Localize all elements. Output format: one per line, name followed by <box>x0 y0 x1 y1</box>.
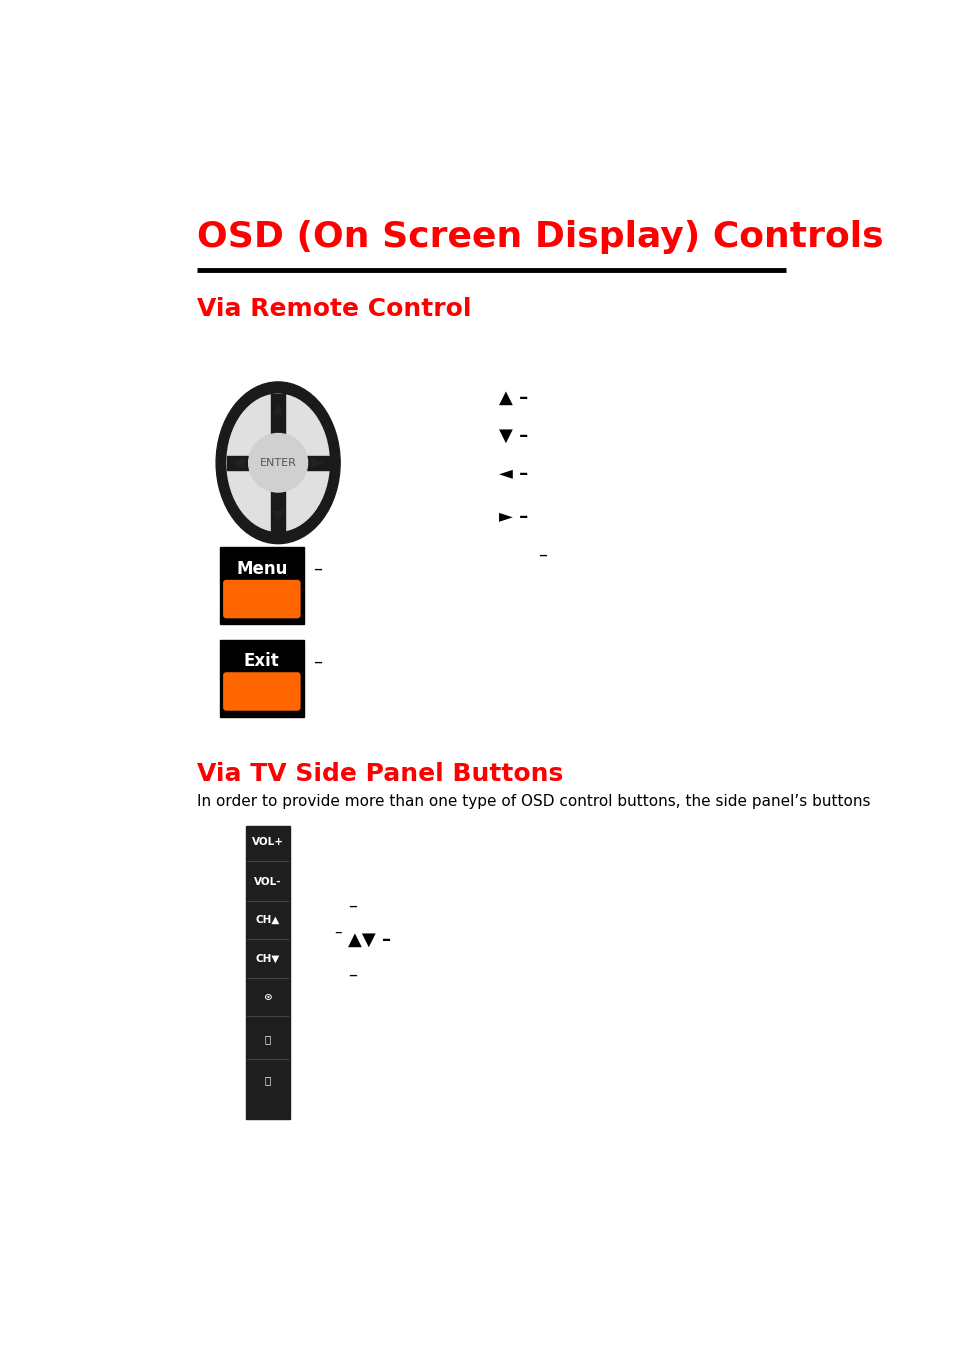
Text: –: – <box>313 561 322 578</box>
Text: ▲ –: ▲ – <box>498 389 528 406</box>
Text: OSD (On Screen Display) Controls: OSD (On Screen Display) Controls <box>196 221 882 255</box>
Text: –: – <box>348 965 356 984</box>
Text: –: – <box>537 546 546 565</box>
FancyBboxPatch shape <box>223 580 300 619</box>
Text: Menu: Menu <box>236 561 287 578</box>
Text: In order to provide more than one type of OSD control buttons, the side panel’s : In order to provide more than one type o… <box>196 793 869 808</box>
Text: –: – <box>348 896 356 914</box>
Polygon shape <box>233 458 244 467</box>
Text: Exit: Exit <box>244 653 279 670</box>
Polygon shape <box>312 458 322 467</box>
FancyBboxPatch shape <box>245 826 290 1118</box>
Text: Via Remote Control: Via Remote Control <box>196 298 471 321</box>
Polygon shape <box>273 510 283 521</box>
Text: ▲▼ –: ▲▼ – <box>348 932 391 949</box>
Text: –: – <box>335 925 342 940</box>
Text: VOL+: VOL+ <box>252 837 283 846</box>
Text: VOL-: VOL- <box>253 876 281 887</box>
FancyBboxPatch shape <box>223 672 300 711</box>
Ellipse shape <box>216 382 340 543</box>
FancyBboxPatch shape <box>220 547 303 624</box>
FancyBboxPatch shape <box>220 640 303 716</box>
FancyBboxPatch shape <box>271 394 285 531</box>
Text: –: – <box>313 653 322 670</box>
FancyBboxPatch shape <box>227 456 329 470</box>
Text: ► –: ► – <box>498 508 528 525</box>
Text: Ⓑ: Ⓑ <box>264 1034 271 1044</box>
Text: ENTER: ENTER <box>259 458 296 467</box>
Text: ⊙: ⊙ <box>263 992 272 1002</box>
Text: ◄ –: ◄ – <box>498 466 528 483</box>
Circle shape <box>249 433 307 492</box>
Text: CH▼: CH▼ <box>255 953 279 964</box>
Text: CH▲: CH▲ <box>255 915 279 925</box>
Polygon shape <box>273 405 283 414</box>
Text: ⏻: ⏻ <box>264 1075 271 1086</box>
Text: Via TV Side Panel Buttons: Via TV Side Panel Buttons <box>196 761 562 785</box>
Text: ▼ –: ▼ – <box>498 427 528 445</box>
Ellipse shape <box>227 394 329 531</box>
